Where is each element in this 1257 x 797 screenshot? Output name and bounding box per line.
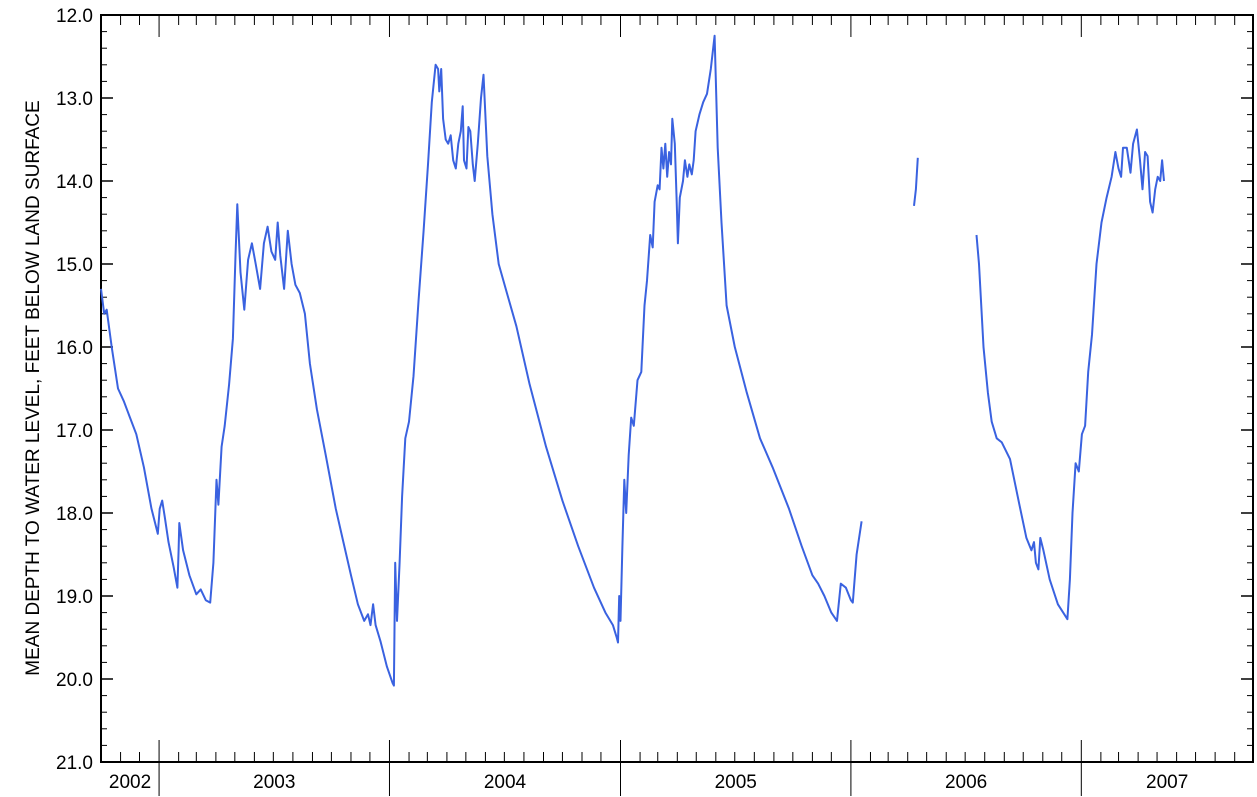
y-tick-label: 16.0 bbox=[56, 338, 93, 359]
y-axis-title: MEAN DEPTH TO WATER LEVEL, FEET BELOW LA… bbox=[23, 100, 44, 675]
y-tick-label: 12.0 bbox=[56, 6, 93, 27]
y-tick-label: 20.0 bbox=[56, 670, 93, 691]
y-tick-label: 14.0 bbox=[56, 172, 93, 193]
x-year-label: 2006 bbox=[945, 772, 987, 793]
y-axis: 12.0 13.0 14.0 15.0 16.0 17.0 18.0 19.0 20.0 21.0 bbox=[56, 6, 1253, 774]
x-year-label: 2005 bbox=[715, 772, 757, 793]
x-year-label: 2007 bbox=[1146, 772, 1188, 793]
y-tick-label: 19.0 bbox=[56, 587, 93, 608]
series-line bbox=[100, 34, 1165, 687]
water-level-line-segment bbox=[100, 34, 863, 687]
plot-border bbox=[100, 14, 1254, 763]
y-tick-label: 13.0 bbox=[56, 89, 93, 110]
y-tick-label: 17.0 bbox=[56, 421, 93, 442]
plot-frame bbox=[100, 14, 1254, 763]
x-axis: 2002 2003 2004 2005 2006 2007 bbox=[100, 15, 1236, 796]
water-level-line-segment bbox=[913, 157, 919, 207]
x-year-label: 2002 bbox=[109, 772, 151, 793]
water-level-line-segment bbox=[975, 128, 1165, 621]
y-tick-label: 21.0 bbox=[56, 753, 93, 774]
x-year-label: 2003 bbox=[253, 772, 295, 793]
x-year-label: 2004 bbox=[484, 772, 527, 793]
y-tick-label: 18.0 bbox=[56, 504, 93, 525]
y-tick-label: 15.0 bbox=[56, 255, 93, 276]
